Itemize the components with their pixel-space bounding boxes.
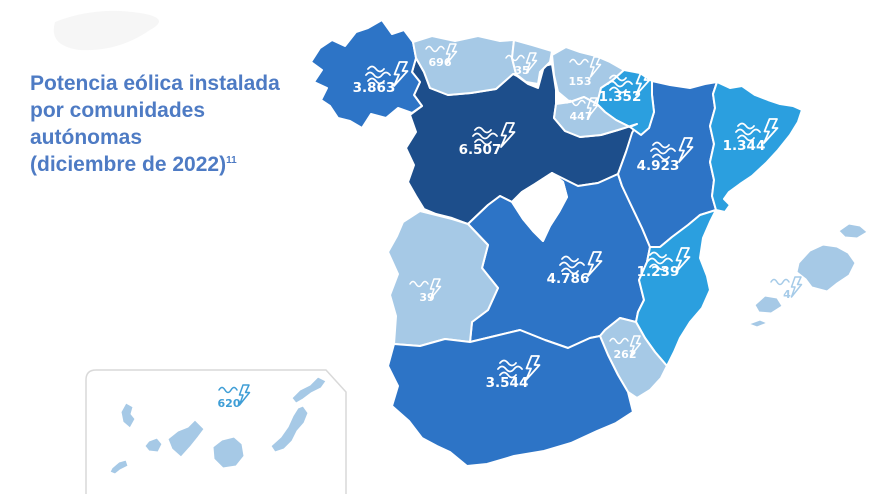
title-line: (diciembre de 2022)11 xyxy=(30,153,237,176)
value-label: 696 xyxy=(429,56,452,69)
value-label: 4.786 xyxy=(547,271,590,287)
watermark-smudge xyxy=(53,10,159,51)
value-label: 153 xyxy=(569,75,592,88)
title-line: Potencia eólica instalada xyxy=(30,72,280,95)
label-islas-baleares: 4 xyxy=(770,276,803,301)
value-label: 262 xyxy=(614,348,637,361)
region-asturias[interactable] xyxy=(412,35,517,96)
title-line: por comunidades xyxy=(30,99,206,122)
label-castilla-la-mancha: 4.786 xyxy=(547,251,603,287)
label-murcia: 262 xyxy=(609,335,642,361)
island-la-palma[interactable] xyxy=(120,402,136,429)
label-canarias: 620 xyxy=(218,384,251,410)
island-formentera[interactable] xyxy=(748,319,768,328)
label-extremadura: 39 xyxy=(409,278,442,304)
value-label: 39 xyxy=(419,291,434,304)
value-label: 35 xyxy=(514,64,529,77)
label-la-rioja: 447 xyxy=(566,97,599,123)
region-la-rioja[interactable] xyxy=(553,96,638,138)
label-asturias: 696 xyxy=(425,43,458,69)
island-lanzarote[interactable] xyxy=(291,376,327,404)
value-label: 3.544 xyxy=(486,375,529,391)
value-label: 6.507 xyxy=(459,142,502,158)
label-aragon: 4.923 xyxy=(637,137,694,174)
title-line: autónomas xyxy=(30,126,143,149)
value-label: 1.344 xyxy=(723,138,766,154)
canary-inset-box xyxy=(85,369,347,494)
label-comunidad-valenciana: 1.239 xyxy=(637,247,691,280)
island-mallorca[interactable] xyxy=(796,244,856,292)
label-castilla-y-leon: 6.507 xyxy=(459,122,516,158)
page-title: Potencia eólica instalada por comunidade… xyxy=(30,70,340,178)
label-galicia: 3.863 xyxy=(353,61,409,96)
island-la-gomera[interactable] xyxy=(144,437,163,453)
island-menorca[interactable] xyxy=(838,223,868,239)
label-andalucia: 3.544 xyxy=(486,355,541,391)
value-label: 1.239 xyxy=(637,264,680,280)
island-gran-canaria[interactable] xyxy=(212,436,245,469)
region-cataluna[interactable] xyxy=(709,81,803,213)
region-cantabria[interactable] xyxy=(511,39,553,85)
value-label: 620 xyxy=(218,397,241,410)
value-label: 447 xyxy=(570,110,593,123)
value-label: 4 xyxy=(783,288,791,301)
value-label: 1.352 xyxy=(599,89,642,105)
island-fuerteventura[interactable] xyxy=(270,405,309,453)
region-extremadura[interactable] xyxy=(387,210,499,347)
label-cataluna: 1.344 xyxy=(723,118,779,154)
region-andalucia[interactable] xyxy=(387,329,634,467)
footnote-marker: 11 xyxy=(226,155,237,166)
label-navarra: 1.352 xyxy=(599,70,651,105)
region-islas-baleares[interactable] xyxy=(748,223,868,328)
value-label: 4.923 xyxy=(637,158,680,174)
value-label: 3.863 xyxy=(353,80,396,96)
region-canarias[interactable] xyxy=(109,376,327,475)
label-pais-vasco: 153 xyxy=(569,56,602,88)
region-madrid[interactable] xyxy=(511,172,568,242)
label-cantabria: 35 xyxy=(505,52,538,77)
island-tenerife[interactable] xyxy=(167,419,205,458)
island-ibiza[interactable] xyxy=(754,295,783,314)
island-el-hierro[interactable] xyxy=(109,459,129,475)
